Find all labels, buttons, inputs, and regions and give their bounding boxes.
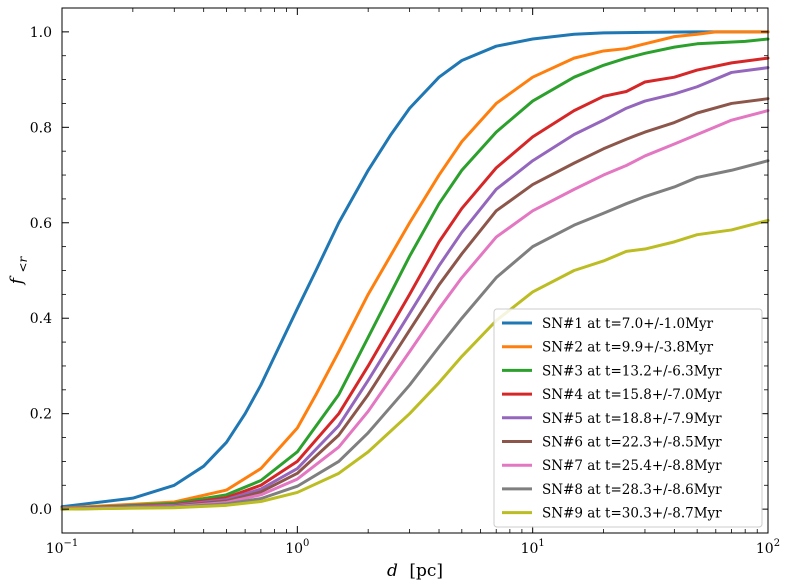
x-tick-base: 10	[756, 541, 774, 557]
series-line-sn1	[60, 30, 770, 509]
y-axis-sub: <r	[16, 255, 30, 272]
x-tick-label: 10−1	[46, 538, 79, 557]
y-tick-label: 0.2	[30, 407, 52, 423]
series-line-sn3	[60, 37, 770, 511]
x-tick-exponent: 1	[538, 538, 544, 549]
x-tick-label: 101	[521, 538, 545, 557]
x-axis-var: d	[387, 561, 398, 581]
series-line-sn6	[60, 97, 770, 511]
series-line-sn7	[60, 109, 770, 511]
series-line-sn5	[60, 66, 770, 511]
x-tick-label: 100	[285, 538, 309, 557]
y-tick-label: 0.4	[30, 311, 52, 327]
x-axis-label: d [pc]	[387, 561, 443, 581]
legend-label-sn8: SN#8 at t=28.3+/-8.6Myr	[542, 482, 722, 498]
y-tick-label: 0.6	[30, 216, 52, 232]
legend: SN#1 at t=7.0+/-1.0Myr SN#2 at t=9.9+/-3.…	[493, 308, 763, 528]
series-line-sn2	[60, 30, 770, 510]
x-tick-base: 10	[521, 541, 539, 557]
series-line-sn9	[60, 218, 770, 511]
legend-label-sn4: SN#4 at t=15.8+/-7.0Myr	[542, 387, 722, 403]
x-tick-base: 10	[46, 541, 64, 557]
series-line-sn4	[60, 56, 770, 511]
x-tick-exponent: 2	[774, 538, 780, 549]
x-axis-unit: [pc]	[409, 561, 443, 581]
series-layer	[60, 30, 770, 511]
legend-label-sn5: SN#5 at t=18.8+/-7.9Myr	[542, 411, 722, 427]
legend-label-sn7: SN#7 at t=25.4+/-8.8Myr	[542, 458, 722, 474]
x-tick-exponent: 0	[303, 538, 309, 549]
x-tick-label: 102	[756, 538, 780, 557]
legend-label-sn9: SN#9 at t=30.3+/-8.7Myr	[542, 506, 722, 522]
y-tick-label: 0.0	[30, 502, 52, 518]
legend-box	[493, 308, 763, 528]
legend-label-sn6: SN#6 at t=22.3+/-8.5Myr	[542, 435, 722, 451]
legend-label-sn3: SN#3 at t=13.2+/-6.3Myr	[542, 363, 722, 379]
y-tick-label: 0.8	[30, 120, 52, 136]
y-axis-var: f	[7, 275, 27, 286]
x-tick-base: 10	[285, 541, 303, 557]
legend-label-sn1: SN#1 at t=7.0+/-1.0Myr	[542, 316, 714, 332]
legend-label-sn2: SN#2 at t=9.9+/-3.8Myr	[542, 340, 714, 356]
y-axis-label: f <r	[7, 255, 30, 286]
x-tick-exponent: −1	[64, 538, 79, 549]
series-line-sn8	[60, 159, 770, 511]
y-tick-label: 1.0	[30, 25, 52, 41]
